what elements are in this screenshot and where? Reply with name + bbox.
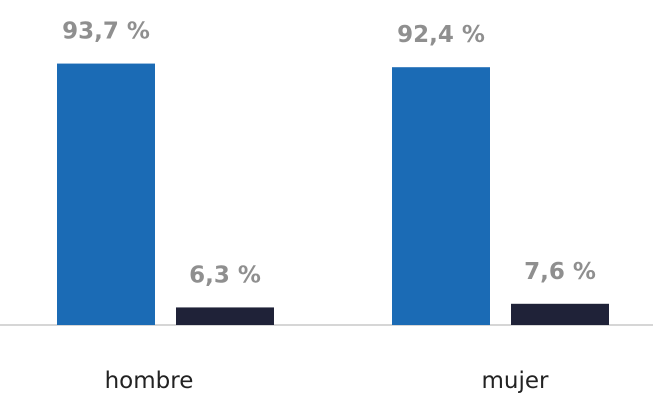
- bar-mujer-series-2: [511, 303, 609, 325]
- bar-hombre-series-1: [57, 63, 155, 326]
- bars-group: [57, 63, 609, 326]
- data-label-mujer-series-2: 7,6 %: [524, 259, 596, 285]
- category-label-hombre: hombre: [105, 368, 194, 393]
- category-label-mujer: mujer: [482, 368, 550, 393]
- data-label-hombre-series-1: 93,7 %: [62, 19, 150, 45]
- data-label-hombre-series-2: 6,3 %: [189, 262, 261, 288]
- bar-mujer-series-1: [392, 67, 490, 325]
- data-label-mujer-series-1: 92,4 %: [397, 22, 485, 48]
- bar-hombre-series-2: [176, 307, 274, 325]
- labels-group: 93,7 % 6,3 % hombre 92,4 % 7,6 % mujer: [62, 19, 596, 393]
